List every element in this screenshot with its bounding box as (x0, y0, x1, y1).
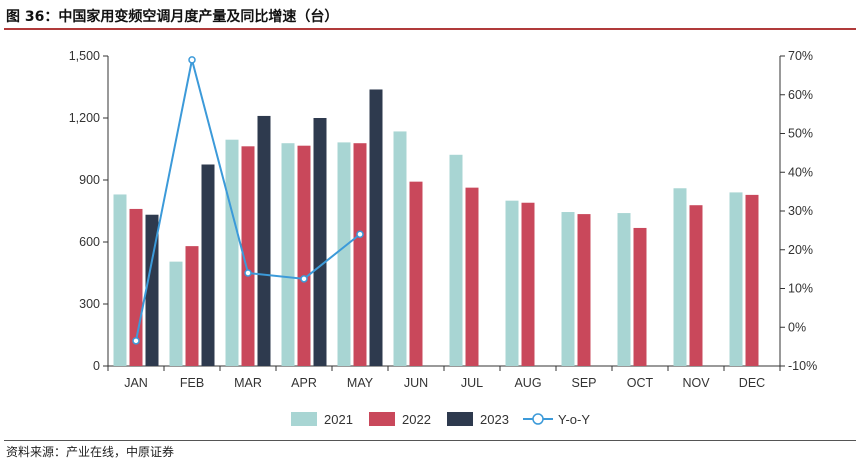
yoy-point-MAR (244, 269, 252, 277)
left-axis-tick-label: 1,500 (69, 49, 100, 63)
figure-title: 图 36：中国家用变频空调月度产量及同比增速（台） (6, 9, 339, 25)
bar-2021-DEC (729, 192, 743, 366)
bar-2022-JUL (465, 187, 479, 366)
right-axis-tick-label: 30% (788, 204, 813, 218)
left-axis-tick-label: 300 (79, 297, 100, 311)
yoy-point-APR (300, 275, 308, 283)
bar-2021-FEB (169, 261, 183, 366)
right-axis-tick-label: 40% (788, 165, 813, 179)
yoy-line-group (132, 56, 364, 345)
legend-swatch-2021 (291, 412, 317, 426)
yoy-point-JAN (132, 337, 140, 345)
legend-swatch-marker (532, 413, 544, 425)
left-axis-tick-label: 600 (79, 235, 100, 249)
bar-2021-OCT (617, 213, 631, 366)
x-axis-tick-label: FEB (180, 376, 204, 390)
x-axis-tick-label: APR (291, 376, 317, 390)
yoy-point-MAY (356, 230, 364, 238)
left-axis-tick-label: 1,200 (69, 111, 100, 125)
bar-2021-JAN (113, 194, 127, 366)
bar-2022-AUG (521, 202, 535, 366)
right-axis-tick-label: 20% (788, 243, 813, 257)
bar-2021-MAR (225, 139, 239, 366)
x-axis-tick-label: JUN (404, 376, 428, 390)
chart-area: 0 300 600 900 1,200 1,500 -10% 0% 10% 20% 30% 40% 5… (69, 49, 817, 427)
title-rule (4, 28, 856, 30)
legend-label-2023: 2023 (480, 412, 509, 427)
x-axis-tick-label: OCT (627, 376, 654, 390)
bar-2022-FEB (185, 246, 199, 366)
right-axis-tick-label: 60% (788, 88, 813, 102)
legend-label-2022: 2022 (402, 412, 431, 427)
source-note: 资料来源：产业在线，中原证券 (6, 445, 175, 459)
right-axis-tick-label: 10% (788, 282, 813, 296)
x-axis-tick-label: SEP (571, 376, 596, 390)
right-axis-tick-label: 70% (788, 49, 813, 63)
x-axis-tick-label: AUG (514, 376, 541, 390)
bar-2023-MAY (369, 89, 383, 367)
legend-swatch-2023 (447, 412, 473, 426)
legend-swatch-2022 (369, 412, 395, 426)
x-axis-tick-label: NOV (682, 376, 710, 390)
x-axis-tick-label: MAY (347, 376, 374, 390)
left-axis-tick-label: 900 (79, 173, 100, 187)
bar-2022-APR (297, 145, 311, 366)
bar-2022-NOV (689, 205, 703, 366)
x-axis-tick-label: DEC (739, 376, 765, 390)
bar-2022-JUN (409, 181, 423, 366)
x-axis-tick-label: MAR (234, 376, 262, 390)
x-axis: JAN FEB MAR APR MAY JUN JUL AUG SEP OCT NOV DEC (107, 365, 781, 390)
left-y-axis: 0 300 600 900 1,200 1,500 (69, 49, 109, 373)
bar-2022-MAR (241, 146, 255, 366)
bar-2022-SEP (577, 214, 591, 366)
bar-series-group (113, 89, 759, 367)
bar-2023-APR (313, 118, 327, 366)
yoy-point-FEB (188, 56, 196, 64)
bar-2022-DEC (745, 194, 759, 366)
legend: 2021 2022 2023 Y-o-Y (291, 412, 590, 427)
bar-2021-SEP (561, 212, 575, 366)
bar-2021-NOV (673, 188, 687, 366)
right-axis-tick-label: 50% (788, 127, 813, 141)
bar-2021-APR (281, 143, 295, 366)
x-axis-tick-label: JUL (461, 376, 483, 390)
left-axis-tick-label: 0 (93, 359, 100, 373)
bar-2023-JAN (145, 214, 159, 366)
right-axis-tick-label: -10% (788, 359, 817, 373)
legend-label-2021: 2021 (324, 412, 353, 427)
bar-2021-JUN (393, 131, 407, 366)
x-axis-tick-label: JAN (124, 376, 148, 390)
bar-2021-JUL (449, 154, 463, 366)
right-y-axis: -10% 0% 10% 20% 30% 40% 50% 60% 70% (779, 49, 817, 373)
bar-2022-OCT (633, 227, 647, 366)
bar-2023-MAR (257, 115, 271, 366)
right-axis-tick-label: 0% (788, 320, 806, 334)
bar-2023-FEB (201, 164, 215, 366)
bar-2022-MAY (353, 143, 367, 366)
footer-rule (4, 440, 856, 441)
bar-2021-AUG (505, 200, 519, 366)
legend-label-Y-o-Y: Y-o-Y (558, 412, 590, 427)
bar-2021-MAY (337, 142, 351, 366)
